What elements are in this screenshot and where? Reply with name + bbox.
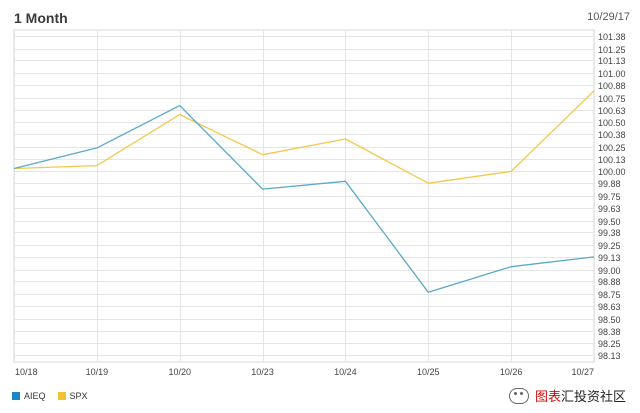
y-tick-label: 98.13 xyxy=(598,351,621,361)
x-tick-label: 10/18 xyxy=(15,367,38,377)
y-tick-label: 101.25 xyxy=(598,45,626,55)
x-tick-label: 10/26 xyxy=(500,367,523,377)
legend-swatch-spx xyxy=(58,392,66,400)
y-tick-label: 99.25 xyxy=(598,241,621,251)
legend: AIEQ SPX xyxy=(12,391,88,401)
y-tick-label: 99.63 xyxy=(598,204,621,214)
watermark: 图表汇投资社区 xyxy=(509,386,626,405)
legend-swatch-aieq xyxy=(12,392,20,400)
legend-label-aieq: AIEQ xyxy=(24,391,46,401)
y-tick-label: 98.75 xyxy=(598,290,621,300)
x-tick-label: 10/25 xyxy=(417,367,440,377)
x-tick-label: 10/19 xyxy=(86,367,109,377)
legend-item-aieq[interactable]: AIEQ xyxy=(12,391,46,401)
watermark-red-text: 图表 xyxy=(535,390,561,405)
y-tick-label: 99.38 xyxy=(598,228,621,238)
watermark-text: 汇投资社区 xyxy=(561,390,626,405)
x-tick-label: 10/24 xyxy=(334,367,357,377)
y-tick-label: 100.38 xyxy=(598,130,626,140)
chat-bubble-icon xyxy=(509,388,529,404)
y-tick-label: 101.13 xyxy=(598,56,626,66)
y-tick-label: 101.38 xyxy=(598,32,626,42)
legend-label-spx: SPX xyxy=(70,391,88,401)
y-tick-label: 100.63 xyxy=(598,106,626,116)
y-tick-label: 98.88 xyxy=(598,277,621,287)
y-tick-label: 100.00 xyxy=(598,167,626,177)
legend-item-spx[interactable]: SPX xyxy=(58,391,88,401)
y-tick-label: 100.50 xyxy=(598,118,626,128)
y-tick-label: 99.13 xyxy=(598,253,621,263)
y-tick-label: 98.50 xyxy=(598,315,621,325)
y-tick-label: 99.88 xyxy=(598,179,621,189)
x-tick-label: 10/20 xyxy=(168,367,191,377)
y-tick-label: 100.75 xyxy=(598,94,626,104)
y-tick-label: 98.63 xyxy=(598,302,621,312)
y-tick-label: 99.00 xyxy=(598,266,621,276)
x-tick-label: 10/23 xyxy=(251,367,274,377)
x-tick-label: 10/27 xyxy=(571,367,594,377)
y-tick-label: 99.50 xyxy=(598,217,621,227)
y-tick-label: 100.25 xyxy=(598,143,626,153)
y-tick-label: 99.75 xyxy=(598,192,621,202)
y-tick-label: 100.88 xyxy=(598,81,626,91)
y-tick-label: 101.00 xyxy=(598,69,626,79)
y-tick-label: 98.25 xyxy=(598,339,621,349)
y-tick-label: 98.38 xyxy=(598,327,621,337)
y-tick-label: 100.13 xyxy=(598,155,626,165)
